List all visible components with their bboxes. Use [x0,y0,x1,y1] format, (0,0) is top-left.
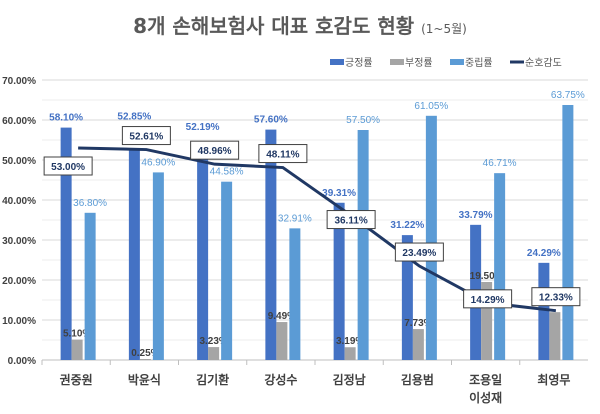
bar-중립률 [152,172,164,360]
net-label-box [121,126,171,146]
data-label-순호감도: 12.33% [539,293,573,304]
data-label-중립률: 46.71% [483,158,517,169]
net-label-box [463,289,513,309]
net-label-box [394,242,444,262]
data-label-긍정률: 57.60% [254,115,288,126]
bar-긍정률 [333,202,345,360]
chart-title: 8개 손해보험사 대표 호감도 현황 (1~5월) [0,10,600,39]
data-label-부정률: 5.10% [63,329,91,340]
data-label-순호감도: 14.29% [471,295,505,306]
data-label-중립률: 44.58% [210,167,244,178]
x-category-label: 이성재 [469,390,502,405]
legend-swatch [390,59,404,65]
x-category-label: 최영무 [537,372,570,387]
x-category-label: 김정남 [333,372,366,387]
net-label-box [258,144,308,164]
bar-부정률 [208,347,220,360]
bar-부정률 [481,282,493,360]
bar-부정률 [344,347,356,360]
bar-긍정률 [538,262,550,360]
data-label-중립률: 57.50% [346,115,380,126]
data-label-부정률: 0.25% [131,348,159,359]
x-category-label: 김용범 [401,372,434,387]
y-tick-label: 0.00% [8,356,36,367]
data-label-부정률: 3.19% [336,336,364,347]
legend-label: 부정률 [405,57,433,69]
legend-label: 순호감도 [525,57,562,69]
bar-중립률 [357,130,369,360]
data-label-중립률: 63.75% [551,90,585,101]
title-text: 8개 손해보험사 대표 호감도 현황 [133,14,415,38]
data-label-긍정률: 58.10% [49,113,83,124]
data-label-긍정률: 33.79% [459,210,493,221]
y-tick-label: 40.00% [2,196,36,207]
data-label-순호감도: 52.61% [129,132,163,143]
bar-중립률 [289,228,301,360]
bar-중립률 [221,181,233,360]
bar-중립률 [562,105,574,360]
data-label-부정률: 9.49% [268,311,296,322]
data-label-부정률: 19.50% [470,271,504,282]
net-label-box [531,287,581,307]
data-label-중립률: 32.91% [278,213,312,224]
legend-swatch [330,59,344,65]
data-label-부정률: 7.73% [404,318,432,329]
bar-긍정률 [197,151,209,360]
bar-중립률 [494,173,506,360]
bar-부정률 [276,322,288,360]
net-label-box [43,156,93,176]
y-tick-label: 70.00% [2,76,36,87]
data-label-순호감도: 48.96% [198,146,232,157]
y-tick-label: 30.00% [2,236,36,247]
x-category-label: 박윤식 [128,372,161,387]
data-label-긍정률: 39.31% [322,188,356,199]
y-tick-label: 10.00% [2,316,36,327]
data-label-순호감도: 23.49% [402,248,436,259]
bar-긍정률 [60,127,72,360]
data-label-긍정률: 52.19% [186,122,220,133]
legend-label: 긍정률 [345,57,373,69]
data-label-긍정률: 52.85% [117,112,151,123]
data-label-중립률: 46.90% [141,157,175,168]
data-label-긍정률: 24.29% [527,248,561,259]
bar-부정률 [71,339,83,360]
bar-긍정률 [265,129,277,360]
bar-부정률 [139,359,151,360]
x-category-label: 김기환 [196,372,229,387]
data-label-중립률: 61.05% [414,101,448,112]
data-label-중립률: 36.80% [73,198,107,209]
x-category-label: 조용일 [469,372,502,387]
bar-부정률 [549,312,561,360]
y-tick-label: 20.00% [2,276,36,287]
data-label-부정률: 3.23% [199,336,227,347]
data-label-순호감도: 48.11% [266,150,299,161]
data-label-긍정률: 31.22% [390,220,424,231]
bar-중립률 [84,212,96,360]
x-category-label: 권중원 [60,373,93,387]
bar-긍정률 [401,235,413,360]
subtitle-text: (1~5월) [421,22,467,36]
data-label-순호감도: 36.11% [334,216,367,227]
net-label-box [326,210,376,230]
bar-중립률 [425,115,437,360]
legend-label: 중립률 [465,56,493,69]
legend-swatch [450,59,464,65]
bar-긍정률 [128,148,140,360]
y-tick-label: 60.00% [2,116,36,127]
bar-부정률 [412,329,424,360]
x-category-label: 강성수 [264,373,297,387]
data-label-순호감도: 53.00% [51,162,85,173]
net-label-box [190,140,240,160]
y-tick-label: 50.00% [2,156,36,167]
